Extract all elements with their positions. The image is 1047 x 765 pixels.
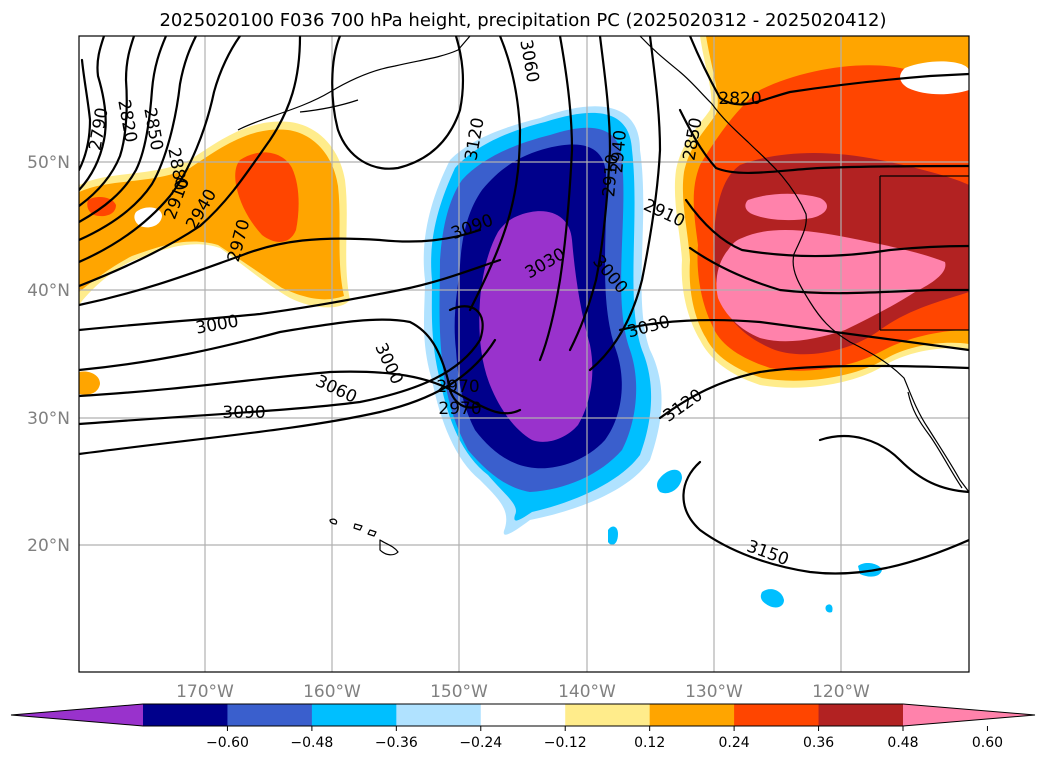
colorbar-segment (734, 704, 820, 726)
colorbar-segment (565, 704, 651, 726)
colorbar-tick-label: 0.12 (634, 735, 665, 751)
colorbar-tick-label: 0.48 (887, 735, 918, 751)
latitude-labels: 50°N 40°N 30°N 20°N (27, 153, 70, 556)
contour-label: 2940 (607, 129, 631, 174)
coastlines (237, 36, 969, 556)
precip-east-pos-4 (716, 230, 946, 342)
colorbar-segment (227, 704, 313, 726)
contour-label: 2910 (599, 153, 623, 198)
lat-label: 20°N (27, 536, 70, 556)
colorbar-tick-label: −0.24 (459, 735, 502, 751)
colorbar-tick-label: −0.60 (206, 735, 249, 751)
colorbar-tick-label: 0.60 (972, 735, 1003, 751)
contour-label: 3090 (222, 403, 265, 423)
lon-label: 150°W (430, 682, 488, 702)
colorbar-outline (10, 703, 1036, 727)
colorbar-tick-label: −0.12 (544, 735, 587, 751)
precip-spot-2 (608, 526, 618, 545)
lon-label: 140°W (558, 682, 616, 702)
contour-label: 2970 (438, 399, 481, 419)
precip-spot-3 (760, 589, 784, 608)
colorbar-tick-label: 0.36 (803, 735, 834, 751)
colorbar-extend-high (903, 704, 1035, 726)
colorbar-segment (143, 704, 228, 726)
colorbar: −0.60 −0.48 −0.36 −0.24 −0.12 0.12 0.24 0.36 0.4… (10, 703, 1036, 751)
colorbar-tick-label: 0.24 (719, 735, 750, 751)
precip-west-pos-small (79, 371, 100, 395)
map-panel: 2790 2820 2850 2880 2910 2940 2970 3000 … (78, 35, 970, 673)
lon-label: 130°W (685, 682, 743, 702)
contour-label: 2970 (436, 377, 479, 397)
colorbar-segment (649, 704, 735, 726)
lat-label: 50°N (27, 153, 70, 173)
lat-label: 30°N (27, 409, 70, 429)
longitude-labels: 170°W 160°W 150°W 140°W 130°W 120°W (176, 682, 870, 702)
height-contours (79, 36, 969, 575)
lon-label: 120°W (812, 682, 870, 702)
figure-title: 2025020100 F036 700 hPa height, precipit… (159, 10, 886, 31)
graticule (79, 36, 969, 672)
colorbar-tick-label: −0.36 (375, 735, 418, 751)
colorbar-tick-label: −0.48 (290, 735, 333, 751)
map-frame (78, 35, 970, 673)
precip-east-pos-5 (745, 193, 827, 221)
colorbar-segment (480, 704, 566, 726)
colorbar-extend-low (11, 704, 143, 726)
colorbar-segment (396, 704, 482, 726)
lon-label: 160°W (303, 682, 361, 702)
lon-label: 170°W (176, 682, 234, 702)
precip-west-pos-2 (235, 152, 299, 242)
precip-spot-1 (657, 469, 682, 494)
precip-spot-5 (825, 604, 833, 613)
colorbar-segment (311, 704, 397, 726)
contour-label: 2820 (718, 89, 761, 109)
lat-label: 40°N (27, 281, 70, 301)
colorbar-segment (818, 704, 904, 726)
precip-blob-neg-5 (479, 211, 593, 442)
precip-east-hole (900, 61, 969, 95)
